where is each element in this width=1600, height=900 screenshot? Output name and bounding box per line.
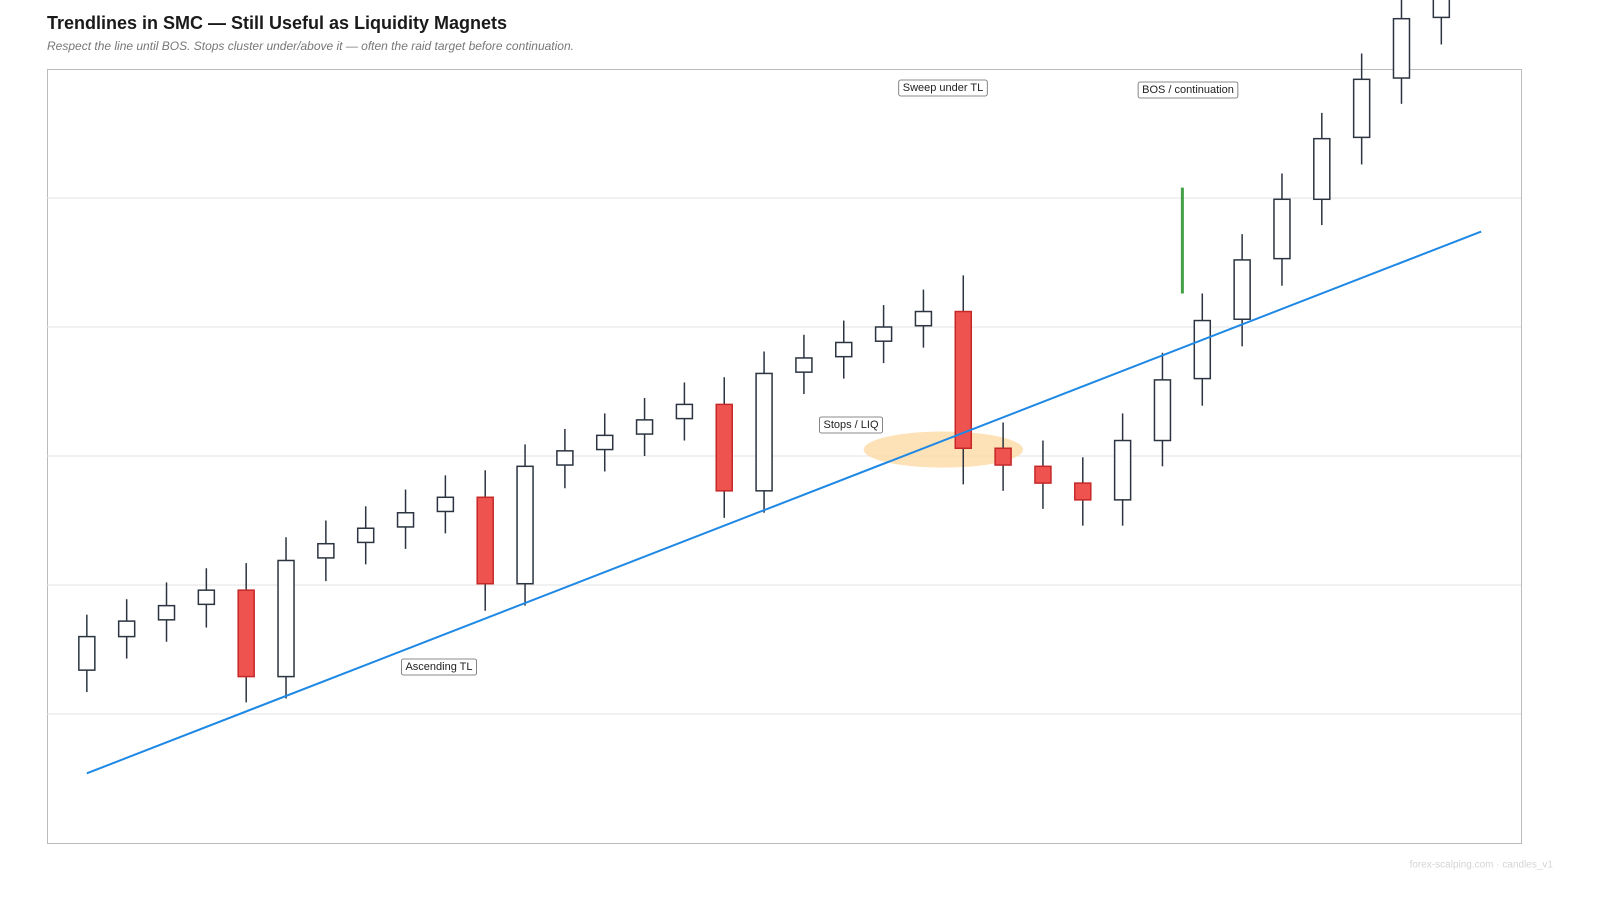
- candle-body: [1392, 17, 1411, 79]
- candle-body: [715, 403, 733, 492]
- candle-body: [1113, 439, 1132, 501]
- trendline: [86, 230, 1482, 775]
- annotation: Stops / LIQ: [823, 419, 878, 431]
- candle-body: [317, 542, 335, 559]
- liquidity-zone: [863, 431, 1024, 468]
- candle-body: [78, 635, 96, 671]
- annotation: BOS / continuation: [1142, 84, 1234, 96]
- candle-body: [277, 559, 295, 678]
- candle-body: [1273, 198, 1291, 260]
- candle-body: [396, 512, 415, 528]
- candle-body: [516, 465, 534, 585]
- candle-body: [157, 604, 176, 621]
- candle-body: [356, 527, 375, 544]
- annotation: Sweep under TL: [903, 82, 984, 94]
- candle-body: [635, 419, 654, 435]
- chart-title: Trendlines in SMC — Still Useful as Liqu…: [47, 13, 507, 33]
- candle-body: [1193, 319, 1212, 380]
- annotation-box: [401, 658, 477, 676]
- candle-body: [556, 450, 574, 466]
- candle-body: [237, 589, 255, 678]
- candle-body: [954, 310, 973, 450]
- annotation-box: [819, 416, 883, 434]
- candle-body: [197, 589, 216, 606]
- annotation: Ascending TL: [405, 661, 472, 673]
- candle-body: [1313, 137, 1331, 201]
- candle-body: [835, 341, 853, 358]
- candle-body: [994, 447, 1012, 466]
- candle-body: [795, 357, 813, 373]
- candle-body: [436, 496, 455, 513]
- candle-body: [914, 310, 933, 327]
- annotation-box: [898, 79, 988, 97]
- candle-body: [874, 326, 893, 342]
- candle-body: [1233, 259, 1251, 321]
- candle-body: [1153, 379, 1172, 442]
- candle-body: [117, 620, 136, 638]
- candle-body: [1352, 78, 1371, 139]
- candle-body: [1074, 482, 1092, 501]
- footer: forex-scalping.com · candles_v1: [1410, 860, 1554, 871]
- annotation-box: [1137, 81, 1239, 99]
- candle-body: [675, 403, 694, 420]
- candle-body: [755, 372, 773, 492]
- candle-body: [1034, 465, 1052, 484]
- candle-body: [476, 496, 494, 585]
- candle-body: [1432, 0, 1451, 19]
- chart-subtitle: Respect the line until BOS. Stops cluste…: [47, 39, 574, 53]
- candle-body: [595, 434, 614, 451]
